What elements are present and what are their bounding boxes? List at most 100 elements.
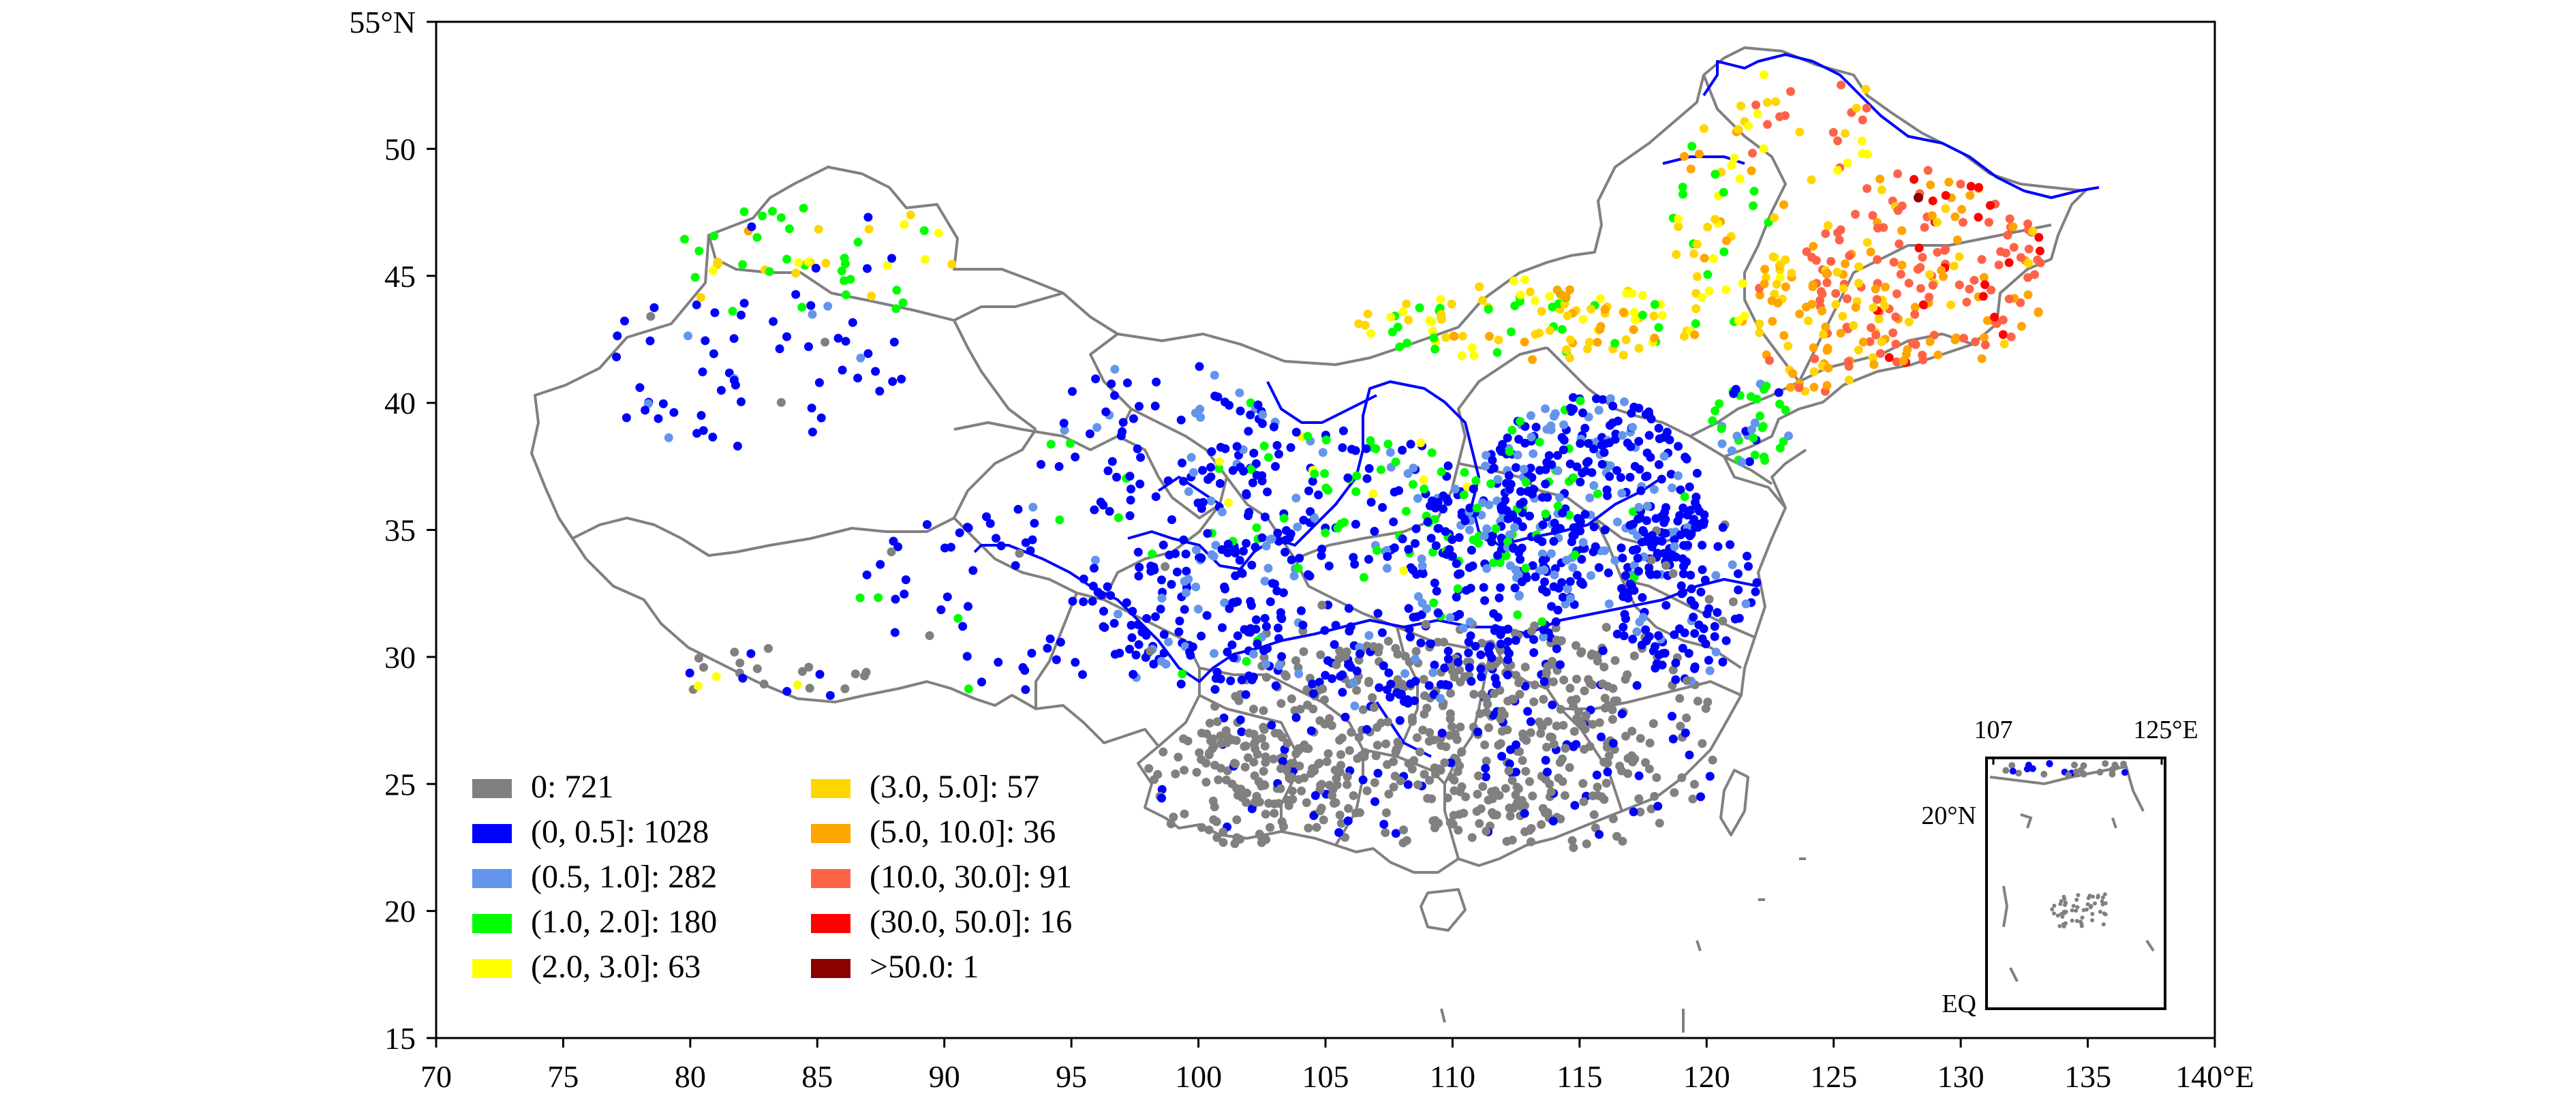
station-dot [1773,299,1783,308]
station-dot [1347,727,1356,737]
station-dot [696,292,705,302]
station-dot [1996,247,2006,256]
station-dot [1632,627,1642,637]
station-dot [1589,810,1599,819]
inset-island-dot [2075,905,2080,909]
station-dot [1610,339,1620,348]
inset-island-dot [2071,904,2076,909]
station-dot [1505,561,1515,570]
station-dot [1979,273,1989,282]
station-dot [1717,439,1727,448]
station-dot [1514,435,1524,444]
station-dot [1929,331,1939,340]
station-dot [1189,468,1198,477]
station-dot [759,680,769,689]
station-dot [1482,827,1491,836]
station-dot [1700,510,1709,519]
station-dot [1784,431,1793,440]
station-dot [1715,399,1724,408]
inset-island-dot [2086,896,2091,900]
station-dot [1678,183,1687,192]
station-dot [1565,510,1574,520]
station-dot [1553,466,1563,476]
station-dot [1246,410,1255,420]
station-dot [1310,513,1319,523]
station-dot [1549,740,1559,749]
station-dot [1060,425,1069,435]
station-dot [1417,610,1426,620]
station-dot [889,536,898,546]
station-dot [1355,643,1364,652]
station-dot [1844,376,1854,385]
station-dot [1559,720,1568,730]
station-dot [1179,535,1189,545]
station-dot [1751,100,1761,110]
station-dot [1576,477,1585,487]
station-dot [1107,457,1117,466]
station-dot [1195,362,1204,371]
station-dot [1133,620,1143,629]
inset-island-dot [2102,892,2107,897]
station-dot [1201,759,1211,768]
station-dot [1696,588,1706,597]
station-dot [1316,650,1325,660]
station-dot [1675,510,1685,520]
station-dot [864,224,874,234]
station-dot [1368,489,1378,498]
station-dot [1214,775,1223,784]
inset-island-dot [2063,900,2068,905]
station-dot [1452,592,1461,602]
station-dot [1181,549,1191,559]
station-dot [1556,814,1565,824]
station-dot [1962,297,1972,307]
station-dot [1819,330,1828,339]
station-dot [1661,600,1671,610]
station-dot [1482,757,1491,766]
station-dot [1174,752,1183,762]
station-dot [1542,668,1551,677]
station-dot [1320,695,1329,705]
station-dot [1182,566,1191,576]
station-dot [1273,623,1283,632]
station-dot [1393,737,1402,747]
inset-island-dot [2052,904,2057,908]
inset-frame [1985,757,2166,1010]
station-dot [1369,642,1378,652]
station-dot [1595,324,1605,334]
station-dot [1809,382,1819,392]
main-map: 70 75 80 85 90 95 100 105 110 115 120 125 130 135 140°… [349,5,2254,1094]
station-dot [1455,665,1465,675]
station-dot [776,398,786,407]
station-dot [1424,681,1434,690]
station-dot [1430,763,1439,773]
station-dot [1700,124,1708,134]
station-dot [1242,538,1251,548]
station-dot [1512,740,1521,750]
station-dot [1479,583,1488,592]
station-dot [1600,703,1610,713]
station-dot [1544,717,1553,727]
inset-island-dot [2064,909,2068,914]
station-dot [1721,285,1731,294]
station-dot [1473,771,1483,780]
station-dot [1257,533,1267,543]
station-dot [1524,486,1533,495]
inset-island-dot [2100,899,2104,904]
station-dot [1480,596,1490,605]
station-dot [1293,522,1302,532]
station-dot [1638,525,1648,535]
station-dot [1415,303,1424,313]
station-dot [1027,648,1037,658]
station-dot [1490,689,1499,699]
station-dot [1692,468,1702,478]
station-dot [1336,671,1345,681]
station-dot [1690,628,1700,638]
station-dot [1891,312,1901,322]
station-dot [1689,780,1699,789]
station-dot [1159,540,1168,550]
station-dot [1459,490,1469,500]
station-dot [1389,517,1398,527]
station-dot [1321,436,1331,445]
station-dot [1537,722,1546,731]
station-dot [1413,592,1423,601]
